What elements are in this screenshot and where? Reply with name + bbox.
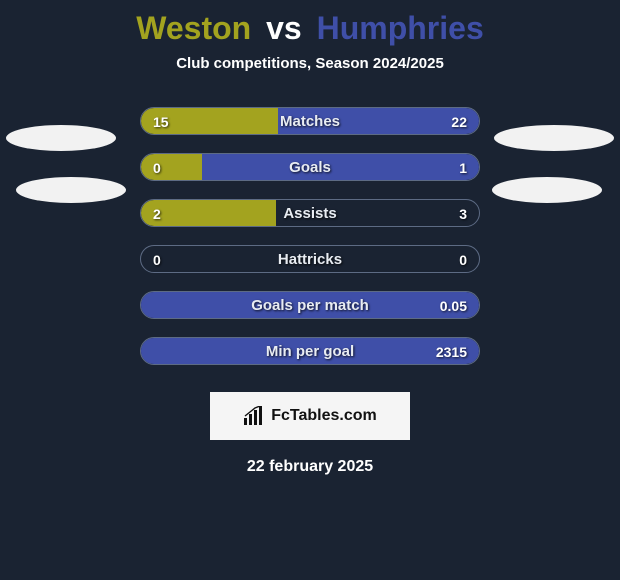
stat-bar-track: 00Hattricks: [140, 245, 480, 273]
stat-row: 23Assists: [0, 190, 620, 236]
stat-bar-track: 23Assists: [140, 199, 480, 227]
brand-text: FcTables.com: [271, 407, 377, 425]
stat-label: Hattricks: [141, 246, 479, 273]
stat-rows: 1522Matches 01Goals 23Assists 00Hattricks 0.…: [0, 98, 620, 374]
stat-label: Goals: [141, 154, 479, 181]
stat-row: 01Goals: [0, 144, 620, 190]
stat-row: 2315Min per goal: [0, 328, 620, 374]
subtitle: Club competitions, Season 2024/2025: [0, 55, 620, 72]
stat-label: Goals per match: [141, 292, 479, 319]
stat-bar-track: 1522Matches: [140, 107, 480, 135]
stat-label: Min per goal: [141, 338, 479, 365]
stat-row: 00Hattricks: [0, 236, 620, 282]
player2-name: Humphries: [317, 10, 484, 46]
stat-row: 1522Matches: [0, 98, 620, 144]
player1-name: Weston: [136, 10, 251, 46]
stat-row: 0.05Goals per match: [0, 282, 620, 328]
vs-label: vs: [266, 10, 302, 46]
date-label: 22 february 2025: [0, 458, 620, 476]
comparison-title: Weston vs Humphries: [0, 10, 620, 47]
stat-label: Assists: [141, 200, 479, 227]
brand-chart-icon: [243, 406, 265, 426]
brand-badge[interactable]: FcTables.com: [210, 392, 410, 440]
stat-label: Matches: [141, 108, 479, 135]
stat-bar-track: 01Goals: [140, 153, 480, 181]
stat-bar-track: 2315Min per goal: [140, 337, 480, 365]
stat-bar-track: 0.05Goals per match: [140, 291, 480, 319]
